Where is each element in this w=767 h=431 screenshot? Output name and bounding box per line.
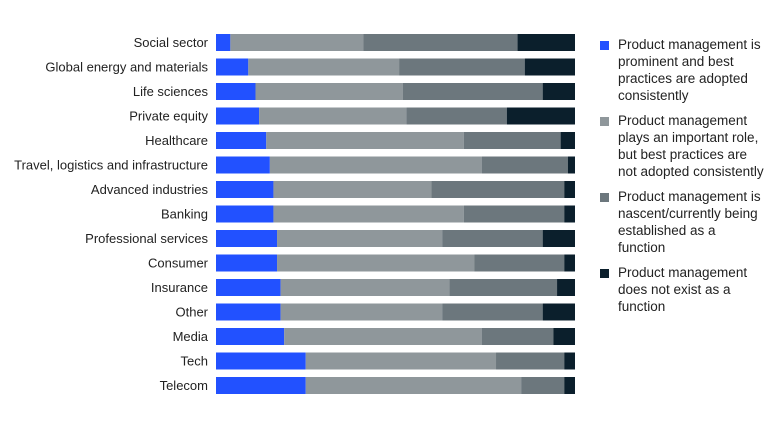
category-label-healthcare: Healthcare	[145, 133, 208, 148]
bar-travel-logistics-and-infrastructure-important-role	[269, 156, 482, 174]
bar-healthcare-nascent	[463, 132, 561, 149]
bar-life-sciences-nascent	[402, 83, 543, 100]
bar-other-nascent	[442, 303, 543, 321]
bar-private-equity-nascent	[406, 107, 507, 125]
bar-telecom-nascent	[521, 377, 565, 394]
bar-insurance-important-role	[280, 279, 450, 296]
bar-other-prominent	[216, 303, 281, 321]
bar-professional-services-important-role	[277, 230, 443, 247]
bar-advanced-industries-prominent	[216, 181, 274, 198]
legend-label-prominent: Product management is prominent and best…	[618, 37, 761, 103]
category-label-global-energy-and-materials: Global energy and materials	[45, 60, 208, 75]
category-label-professional-services: Professional services	[85, 231, 208, 246]
bar-tech-does-not-exist	[564, 352, 575, 370]
legend-item-prominent: Product management is prominent and best…	[600, 36, 765, 104]
bar-global-energy-and-materials-important-role	[248, 58, 400, 76]
category-label-media: Media	[173, 329, 209, 344]
bar-media-important-role	[284, 328, 482, 345]
bar-professional-services-prominent	[216, 230, 278, 247]
legend-item-does-not-exist: Product management does not exist as a f…	[600, 264, 765, 315]
bar-other-important-role	[280, 303, 443, 321]
bar-banking-nascent	[463, 205, 565, 223]
category-label-insurance: Insurance	[151, 280, 208, 295]
bar-insurance-prominent	[216, 279, 281, 296]
bar-social-sector-important-role	[230, 34, 364, 51]
bar-private-equity-prominent	[216, 107, 260, 125]
bar-social-sector-prominent	[216, 34, 231, 51]
legend-label-does-not-exist: Product management does not exist as a f…	[618, 265, 748, 314]
bar-tech-prominent	[216, 352, 306, 370]
legend-item-nascent: Product management is nascent/currently …	[600, 188, 765, 256]
bar-travel-logistics-and-infrastructure-nascent	[481, 156, 568, 174]
category-label-private-equity: Private equity	[129, 109, 208, 124]
bar-global-energy-and-materials-prominent	[216, 58, 249, 76]
category-label-tech: Tech	[181, 354, 208, 369]
bar-media-does-not-exist	[553, 328, 575, 345]
bar-healthcare-prominent	[216, 132, 267, 149]
category-label-life-sciences: Life sciences	[133, 84, 209, 99]
bar-life-sciences-prominent	[216, 83, 256, 100]
legend-swatch-does-not-exist	[600, 269, 609, 278]
category-label-travel-logistics-and-infrastructure: Travel, logistics and infrastructure	[14, 158, 208, 173]
bar-social-sector-nascent	[363, 34, 518, 51]
bar-professional-services-does-not-exist	[542, 230, 575, 247]
bar-banking-prominent	[216, 205, 274, 223]
stacked-bar-chart: Social sector Global energy and materials…	[14, 34, 575, 394]
bar-tech-important-role	[305, 352, 497, 370]
bar-healthcare-does-not-exist	[560, 132, 575, 149]
bar-global-energy-and-materials-does-not-exist	[524, 58, 575, 76]
category-label-other: Other	[175, 305, 208, 320]
bar-life-sciences-does-not-exist	[542, 83, 575, 100]
category-label-banking: Banking	[161, 207, 208, 222]
category-label-advanced-industries: Advanced industries	[91, 182, 209, 197]
bar-life-sciences-important-role	[255, 83, 403, 100]
category-label-telecom: Telecom	[160, 378, 208, 393]
bar-private-equity-does-not-exist	[506, 107, 575, 125]
bar-consumer-important-role	[277, 254, 475, 272]
bar-banking-does-not-exist	[564, 205, 575, 223]
bar-consumer-nascent	[474, 254, 565, 272]
bar-media-prominent	[216, 328, 285, 345]
bar-travel-logistics-and-infrastructure-does-not-exist	[567, 156, 575, 174]
bar-global-energy-and-materials-nascent	[399, 58, 525, 76]
bar-private-equity-important-role	[259, 107, 407, 125]
bar-professional-services-nascent	[442, 230, 543, 247]
bar-advanced-industries-does-not-exist	[564, 181, 575, 198]
legend-item-important-role: Product management plays an important ro…	[600, 112, 765, 180]
bar-insurance-nascent	[449, 279, 558, 296]
bar-telecom-important-role	[305, 377, 522, 394]
legend-swatch-prominent	[600, 41, 609, 50]
legend-label-important-role: Product management plays an important ro…	[618, 113, 764, 179]
bar-telecom-does-not-exist	[564, 377, 575, 394]
bar-consumer-does-not-exist	[564, 254, 575, 272]
bar-media-nascent	[481, 328, 554, 345]
legend-swatch-nascent	[600, 193, 609, 202]
legend-label-nascent: Product management is nascent/currently …	[618, 189, 761, 255]
bar-tech-nascent	[496, 352, 565, 370]
bar-insurance-does-not-exist	[557, 279, 575, 296]
legend-swatch-important-role	[600, 117, 609, 126]
category-label-social-sector: Social sector	[134, 35, 209, 50]
bar-social-sector-does-not-exist	[517, 34, 575, 51]
category-label-consumer: Consumer	[148, 256, 209, 271]
bar-banking-important-role	[273, 205, 464, 223]
legend: Product management is prominent and best…	[600, 36, 765, 323]
bar-advanced-industries-important-role	[273, 181, 432, 198]
bar-healthcare-important-role	[266, 132, 464, 149]
bar-other-does-not-exist	[542, 303, 575, 321]
bar-advanced-industries-nascent	[431, 181, 565, 198]
bar-telecom-prominent	[216, 377, 306, 394]
bar-consumer-prominent	[216, 254, 278, 272]
bar-travel-logistics-and-infrastructure-prominent	[216, 156, 270, 174]
